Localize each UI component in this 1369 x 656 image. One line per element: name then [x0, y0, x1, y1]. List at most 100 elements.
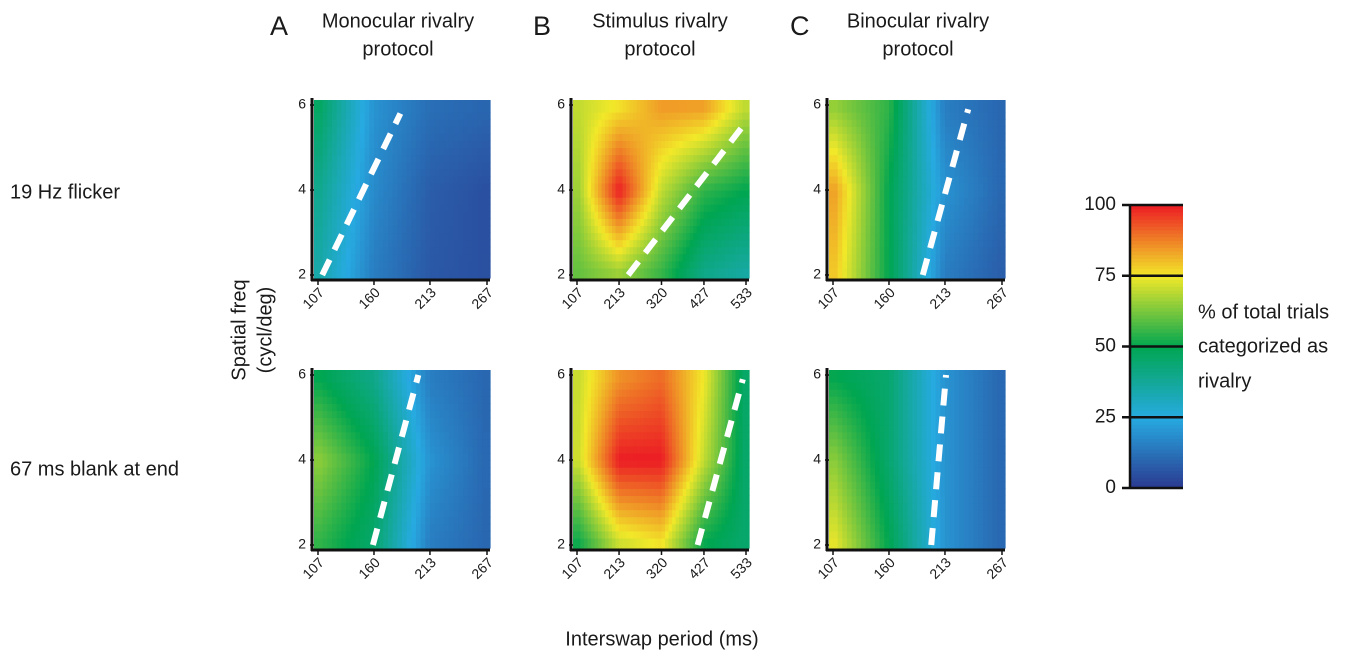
heatmap-cell	[735, 100, 740, 113]
heatmap-cell	[731, 516, 737, 525]
heatmap-cell	[728, 246, 733, 255]
heatmap-cell	[605, 537, 610, 549]
heatmap-cell	[608, 225, 613, 234]
heatmap-cell	[874, 204, 881, 212]
heatmap-cell	[612, 389, 617, 397]
heatmap-cell	[598, 246, 603, 255]
heatmap-cell	[689, 232, 694, 241]
heatmap-cell	[359, 260, 366, 269]
heatmap-cell	[742, 218, 750, 227]
heatmap-cell	[661, 403, 666, 412]
heatmap-cell	[411, 488, 417, 497]
colorbar-label: categorized as	[1198, 335, 1328, 357]
heatmap-cell	[707, 509, 712, 518]
heatmap-cell	[327, 197, 333, 205]
heatmap-cell	[573, 211, 582, 219]
heatmap-cell	[661, 253, 666, 262]
heatmap-cell	[926, 161, 932, 170]
heatmap-cell	[654, 175, 659, 184]
heatmap-cell	[387, 467, 394, 475]
heatmap-cell	[714, 467, 719, 475]
heatmap-cell	[912, 239, 918, 248]
heatmap-cell	[429, 197, 436, 205]
heatmap-cell	[359, 370, 366, 383]
heatmap-cell	[682, 488, 687, 497]
heatmap-cell	[959, 253, 965, 262]
heatmap-cell	[463, 190, 469, 198]
heatmap-cell	[731, 197, 737, 205]
heatmap-cell	[429, 474, 436, 482]
heatmap-cell	[724, 445, 730, 454]
heatmap-cell	[640, 100, 645, 113]
heatmap-cell	[703, 267, 709, 279]
heatmap-cell	[629, 495, 634, 504]
heatmap-cell	[665, 370, 670, 383]
heatmap-cell	[724, 140, 730, 149]
heatmap-cell	[378, 112, 384, 120]
heatmap-cell	[482, 452, 491, 461]
heatmap-cell	[707, 424, 712, 433]
heatmap-cell	[672, 182, 677, 191]
heatmap-cell	[622, 431, 627, 440]
heatmap-cell	[453, 382, 460, 390]
heatmap-cell	[926, 260, 932, 269]
heatmap-cell	[336, 467, 342, 475]
heatmap-cell	[731, 431, 737, 440]
heatmap-cell	[619, 396, 624, 404]
heatmap-cell	[643, 410, 648, 419]
heatmap-cell	[331, 147, 338, 156]
heatmap-cell	[350, 140, 356, 149]
heatmap-cell	[327, 396, 333, 404]
heatmap-cell	[355, 161, 361, 170]
heatmap-cell	[926, 204, 932, 212]
heatmap-cell	[978, 190, 984, 198]
heatmap-cell	[682, 474, 687, 482]
heatmap-cell	[373, 495, 380, 504]
heatmap-cell	[675, 481, 680, 489]
heatmap-cell	[728, 530, 733, 539]
heatmap-cell	[665, 112, 670, 120]
heatmap-cell	[888, 267, 895, 279]
heatmap-cell	[322, 474, 328, 482]
heatmap-cell	[327, 190, 333, 198]
heatmap-cell	[580, 370, 585, 383]
heatmap-cell	[672, 239, 677, 248]
heatmap-cell	[735, 253, 740, 262]
heatmap-cell	[870, 100, 876, 113]
heatmap-cell	[383, 509, 389, 518]
heatmap-cell	[865, 260, 871, 269]
heatmap-cell	[987, 225, 994, 234]
heatmap-cell	[650, 370, 656, 383]
heatmap-cell	[573, 516, 582, 525]
heatmap-cell	[633, 154, 638, 163]
heatmap-cell	[619, 140, 624, 149]
heatmap-cell	[636, 126, 641, 134]
heatmap-cell	[921, 253, 927, 262]
heatmap-cell	[612, 225, 617, 234]
heatmap-cell	[944, 232, 951, 241]
heatmap-cell	[350, 147, 356, 156]
heatmap-cell	[448, 218, 455, 227]
heatmap-cell	[601, 239, 606, 248]
heatmap-cell	[987, 218, 994, 227]
heatmap-cell	[601, 502, 606, 511]
heatmap-cell	[689, 417, 694, 426]
heatmap-cell	[364, 154, 370, 163]
heatmap-cell	[707, 204, 712, 212]
heatmap-cell	[359, 438, 366, 447]
heatmap-cell	[657, 382, 663, 390]
heatmap-cell	[336, 481, 342, 489]
heatmap-cell	[373, 112, 380, 120]
heatmap-cell	[973, 140, 979, 149]
heatmap-cell	[879, 100, 885, 113]
heatmap-cell	[860, 253, 867, 262]
heatmap-cell	[654, 140, 659, 149]
heatmap-cell	[425, 509, 431, 518]
heatmap-cell	[444, 502, 450, 511]
heatmap-cell	[717, 161, 723, 170]
heatmap-cell	[672, 382, 677, 390]
heatmap-cell	[717, 488, 723, 497]
heatmap-cell	[930, 197, 937, 205]
heatmap-cell	[717, 204, 723, 212]
heatmap-cell	[731, 211, 737, 219]
